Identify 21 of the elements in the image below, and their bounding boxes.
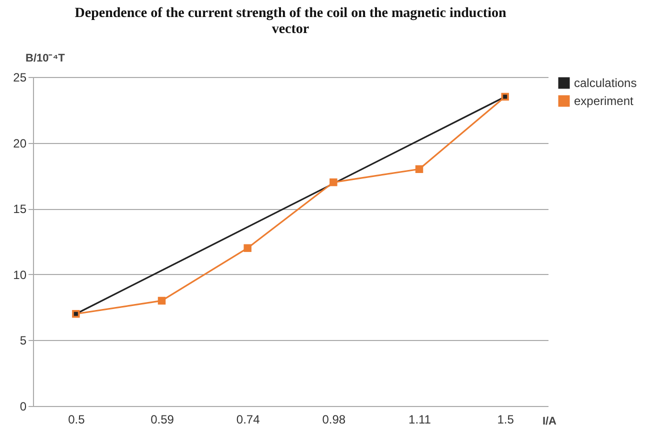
y-axis-title: B/10⁻⁴T bbox=[26, 52, 66, 64]
y-tick-label: 0 bbox=[20, 400, 27, 414]
chart-title: Dependence of the current strength of the coil on the magnetic induction vector bbox=[74, 6, 506, 37]
x-tick-label: 0.98 bbox=[322, 412, 346, 426]
x-tick-label: 0.59 bbox=[150, 412, 174, 426]
y-tick-label: 15 bbox=[13, 202, 27, 216]
x-tick-label: 0.5 bbox=[68, 412, 86, 426]
point bbox=[330, 178, 338, 186]
point bbox=[415, 165, 424, 173]
point bbox=[158, 296, 166, 305]
legend-label: experiment bbox=[574, 94, 634, 108]
x-axis-title: I/A bbox=[542, 416, 557, 428]
y-tick-label: 5 bbox=[20, 334, 27, 348]
x-tick-label: 1.5 bbox=[497, 412, 514, 426]
point bbox=[244, 244, 252, 252]
y-tick-label: 25 bbox=[13, 70, 27, 84]
y-tick-label: 10 bbox=[13, 268, 27, 282]
x-tick-label: 0.74 bbox=[236, 412, 260, 426]
legend-label: calculations bbox=[574, 76, 637, 90]
y-tick-label: 20 bbox=[13, 136, 27, 150]
x-tick-label: 1.11 bbox=[408, 412, 432, 426]
